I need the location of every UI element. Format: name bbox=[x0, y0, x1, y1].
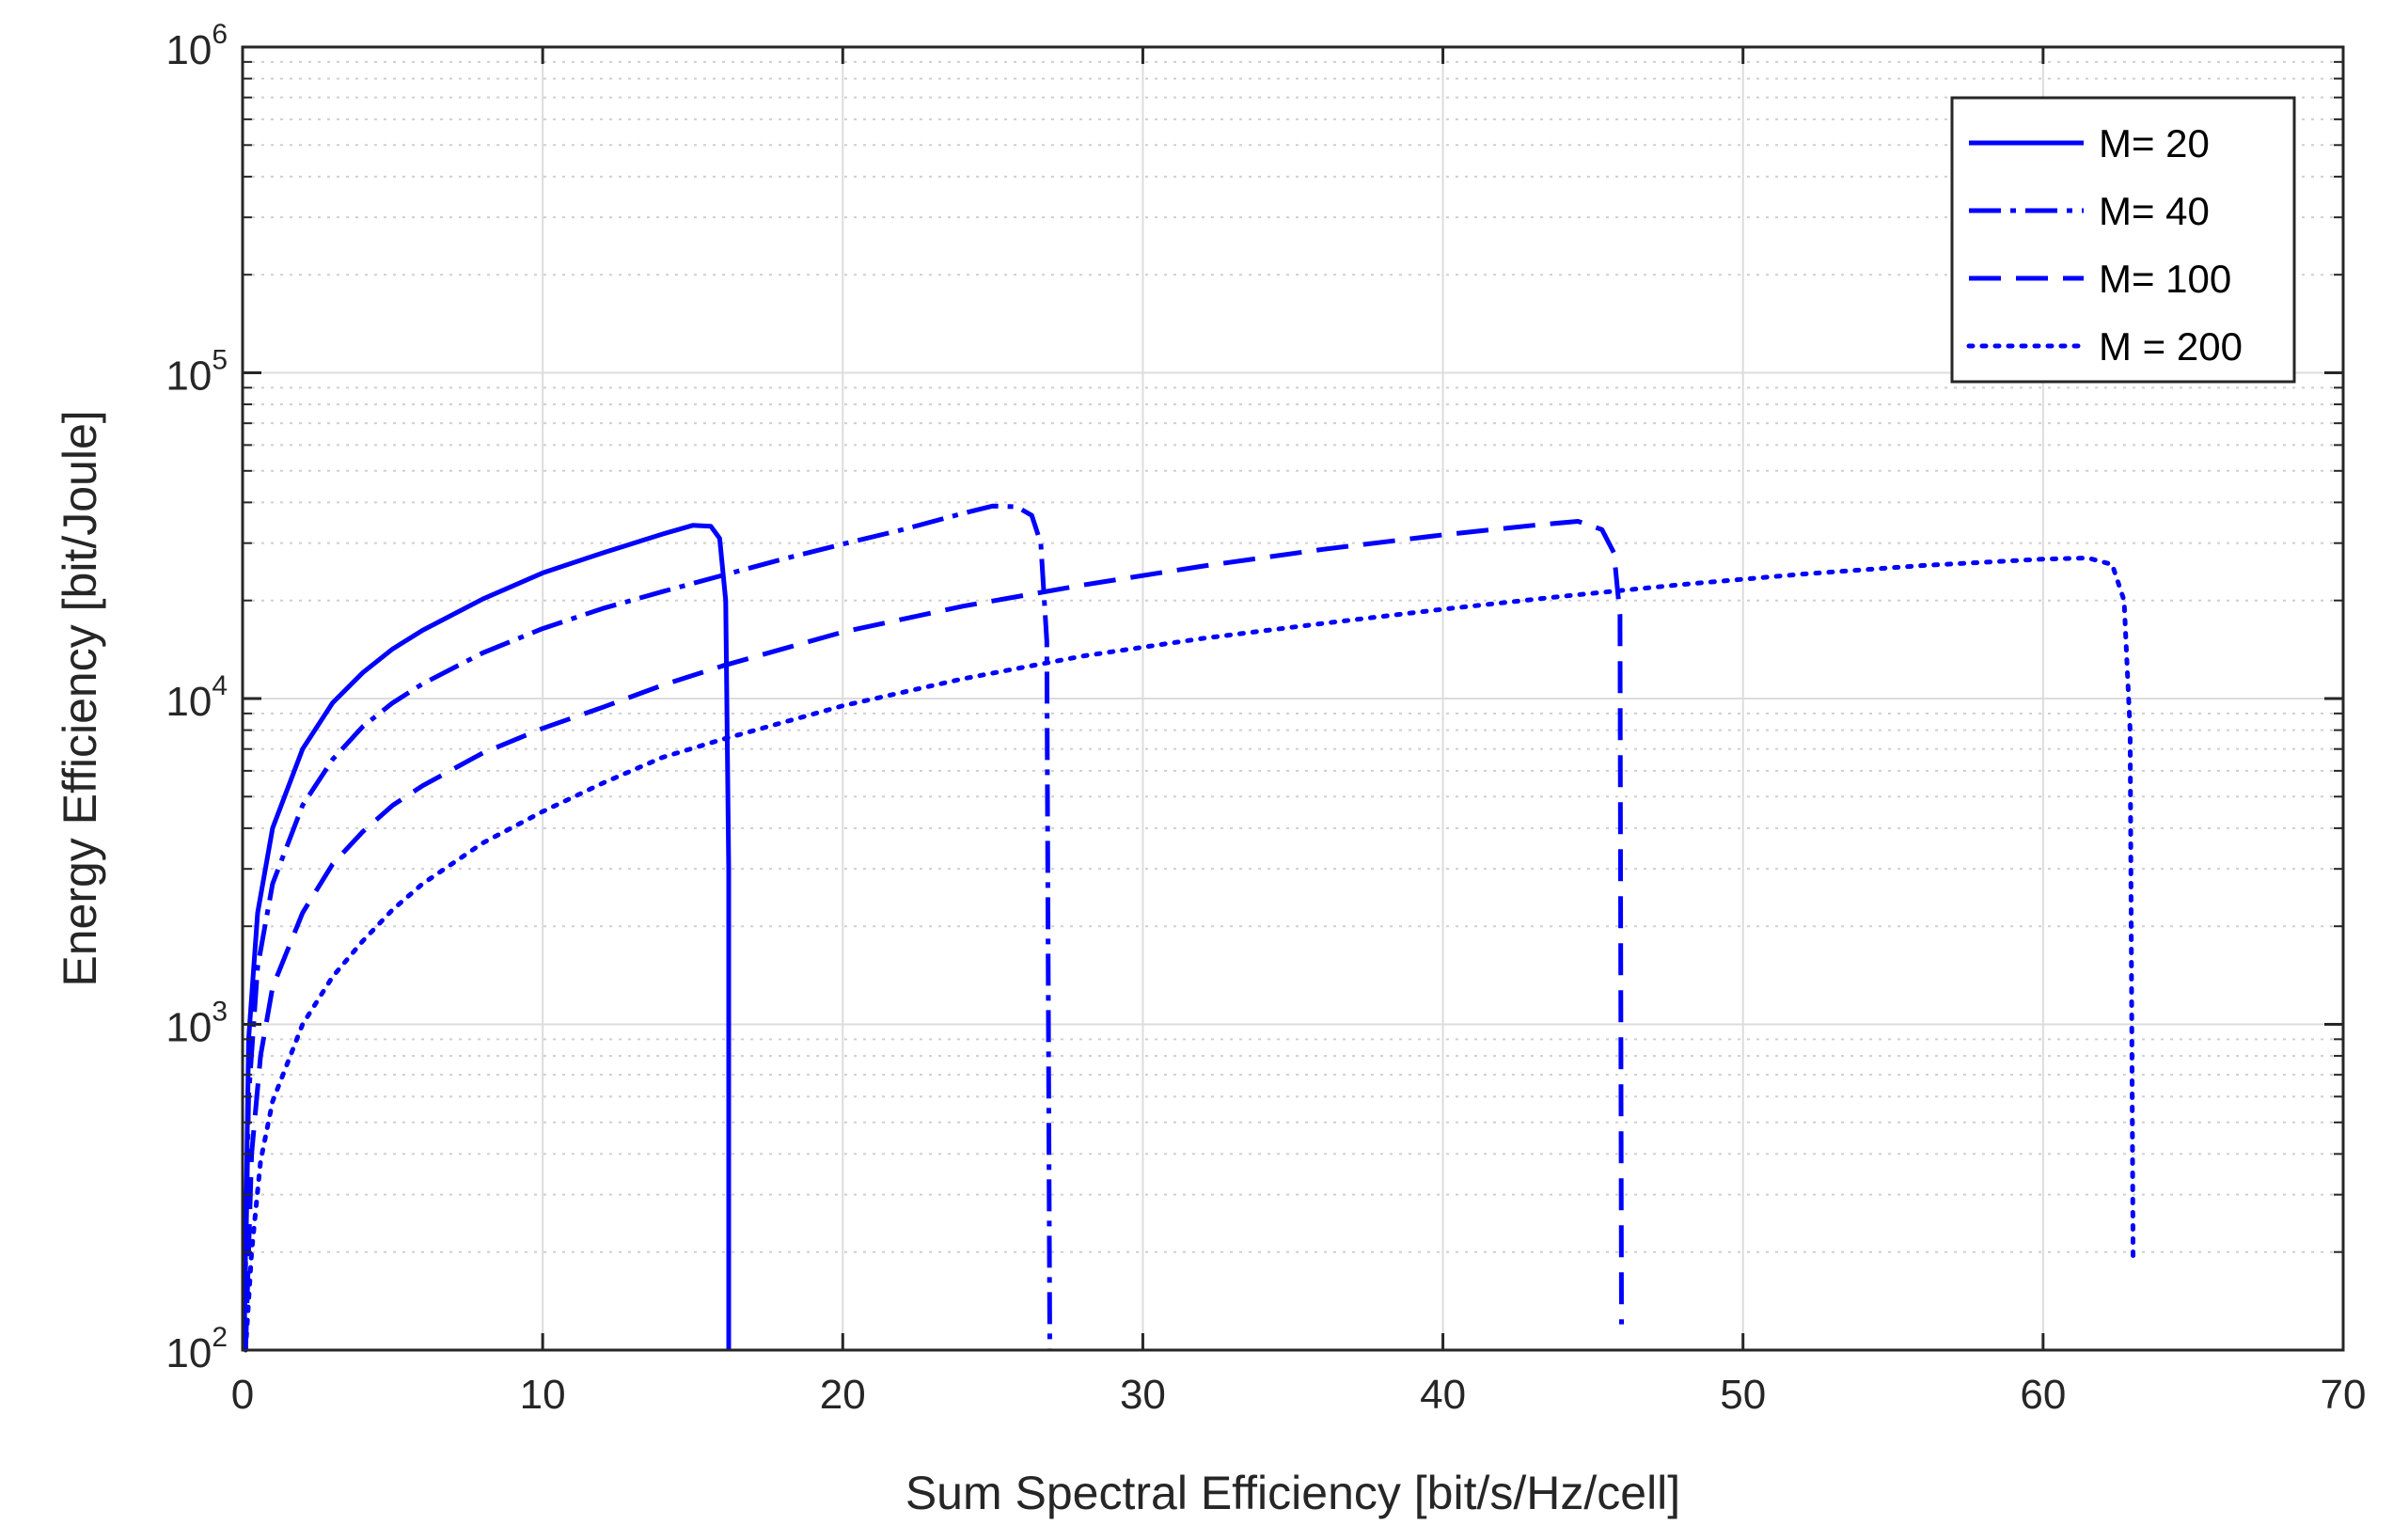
y-tick-label: 102 bbox=[165, 1322, 228, 1376]
x-tick-label: 50 bbox=[1720, 1372, 1766, 1418]
series-layer bbox=[242, 503, 2136, 1353]
legend-entry-label: M= 20 bbox=[2099, 121, 2210, 165]
legend: M= 20 M= 40 M= 100 M = 200 bbox=[1950, 96, 2296, 384]
x-tick-label: 10 bbox=[520, 1372, 566, 1418]
y-tick-label: 106 bbox=[165, 19, 228, 73]
series-line-dotted bbox=[243, 556, 2136, 1353]
x-tick-label: 30 bbox=[1120, 1372, 1166, 1418]
x-tick-label: 70 bbox=[2321, 1372, 2367, 1418]
series-line-dashed bbox=[243, 519, 1624, 1351]
y-axis-tick-labels: 102 103 104 105 106 bbox=[165, 19, 228, 1376]
x-tick-label: 40 bbox=[1420, 1372, 1466, 1418]
x-tick-label: 0 bbox=[231, 1372, 254, 1418]
y-tick-label: 104 bbox=[165, 670, 228, 725]
x-tick-label: 60 bbox=[2020, 1372, 2066, 1418]
x-axis-label: Sum Spectral Efficiency [bit/s/Hz/cell] bbox=[905, 1467, 1680, 1519]
axis-ticks bbox=[241, 45, 2345, 1352]
legend-entry-label: M= 40 bbox=[2099, 189, 2210, 233]
legend-entry-label: M = 200 bbox=[2099, 324, 2243, 369]
x-tick-label: 20 bbox=[820, 1372, 866, 1418]
y-axis-label: Energy Efficiency [bit/Joule] bbox=[54, 410, 106, 986]
x-axis-tick-labels: 0 10 20 30 40 50 60 70 bbox=[231, 1372, 2367, 1418]
legend-entry-label: M= 100 bbox=[2099, 257, 2231, 301]
y-tick-label: 103 bbox=[165, 997, 228, 1051]
series-line-dashdot bbox=[242, 503, 1052, 1351]
series-line-solid bbox=[242, 523, 732, 1351]
y-tick-label: 105 bbox=[165, 345, 228, 400]
